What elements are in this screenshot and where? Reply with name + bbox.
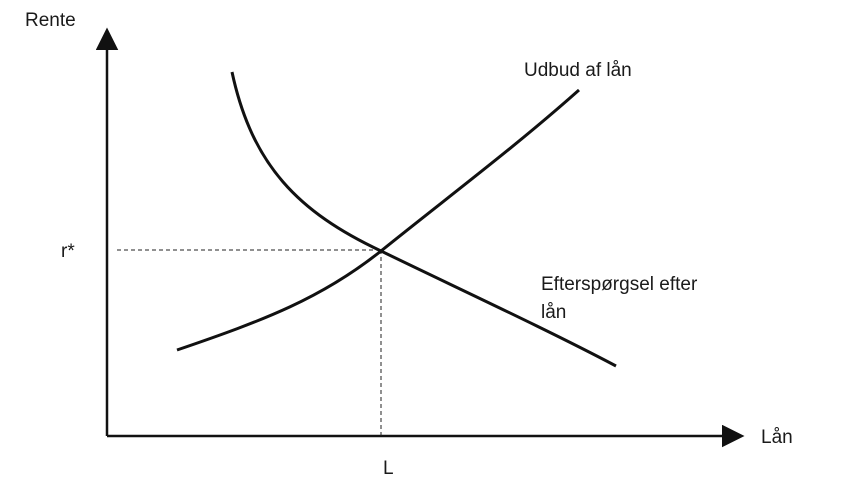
supply-curve-label: Udbud af lån xyxy=(524,60,632,81)
supply-curve xyxy=(176,88,580,352)
equilibrium-quantity-label: L xyxy=(383,458,394,479)
demand-curve-label-line1: Efterspørgsel efter xyxy=(541,274,698,295)
y-axis-label: Rente xyxy=(25,10,76,31)
demand-curve-label-line2: lån xyxy=(541,302,566,323)
x-axis-label: Lån xyxy=(761,427,793,448)
equilibrium-rate-label: r* xyxy=(61,241,75,262)
